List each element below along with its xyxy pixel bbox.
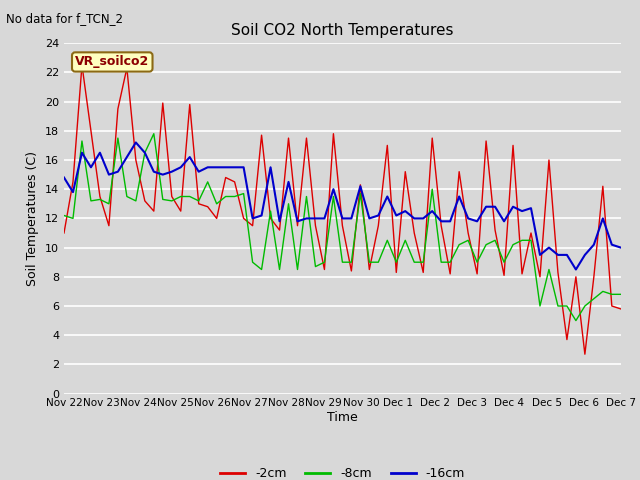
Text: No data for f_TCN_2: No data for f_TCN_2 bbox=[6, 12, 124, 25]
X-axis label: Time: Time bbox=[327, 411, 358, 424]
Y-axis label: Soil Temperatures (C): Soil Temperatures (C) bbox=[26, 151, 39, 286]
Legend: -2cm, -8cm, -16cm: -2cm, -8cm, -16cm bbox=[215, 462, 470, 480]
Text: VR_soilco2: VR_soilco2 bbox=[75, 56, 149, 69]
Title: Soil CO2 North Temperatures: Soil CO2 North Temperatures bbox=[231, 23, 454, 38]
